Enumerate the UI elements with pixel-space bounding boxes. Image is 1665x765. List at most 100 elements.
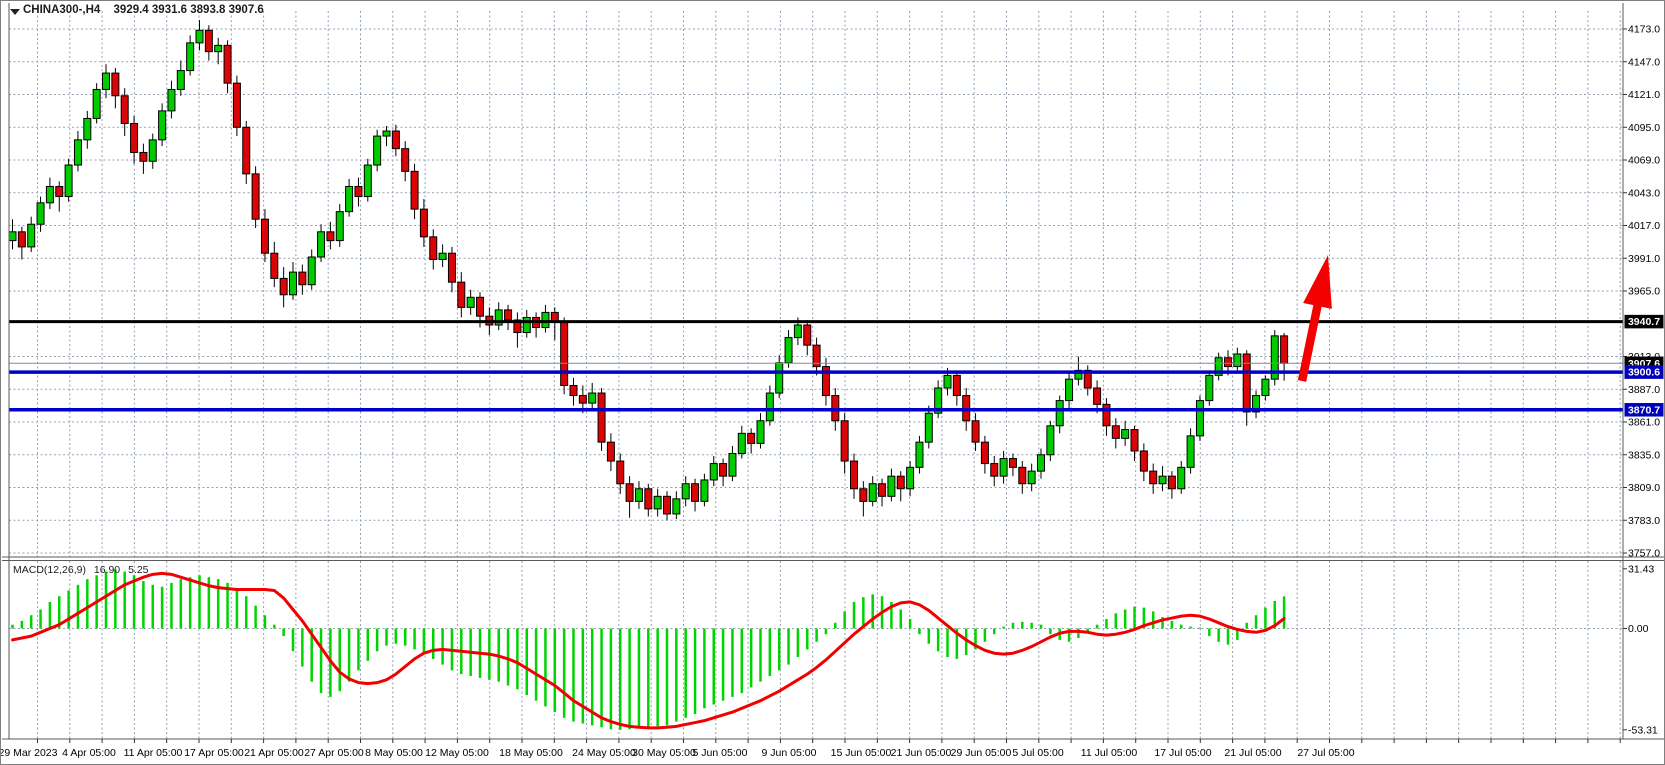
bear-candle bbox=[204, 29, 213, 53]
macd-histogram-bar bbox=[282, 628, 285, 637]
date-axis-label: 12 May 05:00 bbox=[425, 747, 489, 759]
macd-histogram-bar bbox=[862, 597, 865, 629]
macd-histogram-bar bbox=[590, 628, 594, 726]
macd-histogram-bar bbox=[142, 581, 145, 629]
ohlc-readout: 3929.4 3931.6 3893.8 3907.6 bbox=[113, 4, 264, 16]
macd-histogram-bar bbox=[581, 628, 585, 724]
macd-histogram-bar bbox=[1170, 620, 1174, 629]
macd-histogram-bar bbox=[86, 579, 89, 629]
price-axis-label: 3757.0 bbox=[1628, 548, 1660, 560]
macd-histogram-bar bbox=[899, 609, 902, 629]
macd-histogram-bar bbox=[534, 628, 538, 701]
date-axis-label: 11 Jul 05:00 bbox=[1081, 747, 1138, 759]
bull-candle bbox=[195, 29, 204, 44]
chart-title: CHINA300-,H4 3929.4 3931.6 3893.8 3907.6 bbox=[23, 4, 264, 16]
macd-histogram-bar bbox=[403, 628, 407, 646]
bull-candle bbox=[1121, 429, 1130, 439]
macd-histogram-bar bbox=[525, 628, 528, 695]
bull-candle bbox=[148, 139, 157, 162]
price-axis-label: 4147.0 bbox=[1628, 56, 1660, 68]
bear-candle bbox=[401, 148, 410, 172]
bull-candle bbox=[1195, 400, 1204, 437]
macd-histogram-bar bbox=[806, 628, 809, 650]
macd-histogram-bar bbox=[656, 628, 659, 727]
bull-candle bbox=[653, 495, 662, 510]
bull-candle bbox=[1252, 395, 1261, 413]
macd-histogram-bar bbox=[815, 628, 818, 642]
bull-candle bbox=[672, 498, 681, 515]
macd-indicator-label: MACD(12,26,9) 16.90 5.25 bbox=[13, 564, 154, 576]
macd-histogram-bar bbox=[1180, 624, 1183, 629]
bear-candle bbox=[391, 130, 400, 150]
price-badge-text: 3900.6 bbox=[1628, 367, 1660, 379]
bear-candle bbox=[606, 441, 615, 462]
macd-histogram-bar bbox=[151, 584, 154, 629]
bull-candle bbox=[1046, 425, 1055, 456]
bull-candle bbox=[363, 164, 372, 198]
bull-candle bbox=[494, 309, 503, 326]
macd-histogram-bar bbox=[273, 624, 276, 629]
macd-histogram-bar bbox=[1133, 606, 1136, 629]
macd-histogram-bar bbox=[918, 628, 921, 635]
bull-candle bbox=[1233, 353, 1242, 368]
bull-candle bbox=[36, 202, 45, 225]
macd-histogram-bar bbox=[413, 628, 416, 650]
bull-candle bbox=[335, 211, 344, 242]
trend-arrow-annotation[interactable] bbox=[1297, 255, 1332, 382]
macd-histogram-bar bbox=[1030, 622, 1033, 629]
bear-candle bbox=[850, 460, 858, 490]
price-badge-3900.6: 3900.6 bbox=[1624, 365, 1664, 379]
date-axis-label: 21 Jul 05:00 bbox=[1224, 747, 1281, 759]
macd-histogram-bar bbox=[29, 615, 33, 629]
bull-candle bbox=[345, 185, 354, 213]
bear-candle bbox=[354, 185, 363, 198]
candles-group bbox=[8, 20, 1289, 521]
panel-borders bbox=[2, 3, 1664, 740]
bear-candle bbox=[279, 277, 288, 296]
macd-histogram-bar bbox=[170, 582, 173, 629]
macd-histogram-bar bbox=[104, 571, 108, 629]
bull-candle bbox=[999, 458, 1008, 477]
bull-candle bbox=[522, 316, 531, 334]
macd-histogram-bar bbox=[188, 577, 192, 629]
bear-candle bbox=[597, 392, 606, 443]
macd-histogram-bar bbox=[1049, 628, 1052, 635]
macd-histogram-bar bbox=[703, 628, 706, 709]
macd-histogram-bar bbox=[1273, 600, 1276, 629]
macd-histogram-bar bbox=[394, 628, 398, 644]
macd-histogram-bar bbox=[1236, 628, 1239, 640]
macd-histogram-bar bbox=[712, 628, 715, 705]
bull-candle bbox=[737, 432, 746, 454]
macd-histogram-bar bbox=[562, 628, 566, 718]
symbol-dropdown-icon[interactable] bbox=[10, 9, 20, 15]
macd-histogram-bar bbox=[1095, 624, 1099, 629]
bull-candle bbox=[634, 488, 643, 502]
bull-candle bbox=[1037, 454, 1045, 472]
macd-histogram-bar bbox=[1264, 607, 1267, 629]
bear-candle bbox=[644, 488, 653, 510]
price-axis-label: 3835.0 bbox=[1628, 449, 1660, 461]
bear-candle bbox=[111, 72, 120, 97]
macd-histogram-bar bbox=[675, 628, 678, 722]
macd-histogram-bar bbox=[58, 596, 61, 629]
macd-histogram-bar bbox=[1114, 613, 1118, 629]
macd-histogram-bar bbox=[1123, 609, 1127, 629]
macd-histogram-bar bbox=[936, 628, 940, 652]
macd-histogram-bar bbox=[1067, 628, 1071, 642]
macd-axis-label: 31.43 bbox=[1628, 563, 1654, 575]
bull-candle bbox=[307, 256, 316, 286]
date-axis-label: 5 Jul 05:00 bbox=[1012, 747, 1064, 759]
macd-histogram-bar bbox=[245, 596, 248, 629]
bear-candle bbox=[232, 82, 241, 128]
macd-histogram-bar bbox=[441, 628, 444, 665]
macd-histogram-bar bbox=[11, 624, 14, 629]
macd-histogram-bar bbox=[39, 609, 42, 629]
bear-candle bbox=[447, 252, 456, 283]
macd-histogram-bar bbox=[160, 586, 164, 629]
bear-candle bbox=[1139, 450, 1148, 472]
macd-histogram-bar bbox=[506, 628, 510, 686]
macd-panel bbox=[11, 569, 1286, 730]
price-badge-text: 3870.7 bbox=[1628, 404, 1660, 416]
bull-candle bbox=[887, 475, 896, 497]
